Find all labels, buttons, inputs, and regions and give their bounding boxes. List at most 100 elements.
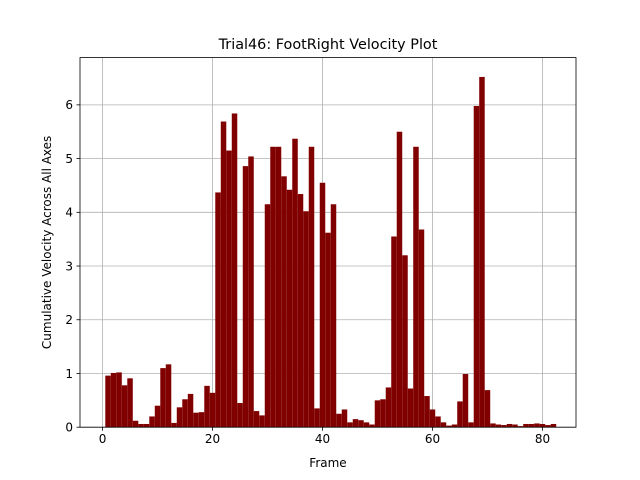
- bar: [523, 423, 529, 428]
- x-tick-label: 80: [535, 432, 550, 446]
- bar: [165, 364, 172, 428]
- y-tick-label: 5: [65, 152, 73, 166]
- bar: [325, 232, 331, 428]
- x-tick-label: 0: [99, 432, 107, 446]
- bar: [396, 131, 403, 428]
- bar: [154, 405, 161, 428]
- bar: [187, 393, 194, 428]
- bar: [231, 113, 238, 428]
- bar: [517, 426, 524, 428]
- bar: [292, 138, 298, 428]
- bar: [138, 423, 144, 428]
- bar: [171, 422, 177, 428]
- bar: [160, 368, 166, 428]
- y-axis-label: Cumulative Velocity Across All Axes: [40, 136, 54, 349]
- bar: [457, 401, 463, 428]
- bar: [209, 392, 216, 428]
- bar: [374, 400, 381, 428]
- y-tick-label: 6: [65, 98, 73, 112]
- bar: [495, 424, 502, 428]
- bar: [149, 416, 155, 428]
- x-axis-label: Frame: [309, 456, 346, 470]
- bar: [501, 425, 507, 428]
- x-tick-label: 40: [315, 432, 330, 446]
- bar: [512, 424, 518, 428]
- bar: [182, 399, 188, 428]
- bar: [110, 372, 117, 428]
- bar: [314, 408, 320, 428]
- bar: [264, 204, 271, 428]
- bar: [473, 105, 480, 428]
- y-tick-label: 3: [65, 259, 73, 273]
- bar: [127, 378, 133, 428]
- bar: [402, 255, 408, 428]
- bar: [259, 415, 265, 428]
- x-tick-label: 60: [425, 432, 440, 446]
- bar: [176, 407, 183, 428]
- bar: [352, 419, 359, 428]
- bar: [116, 372, 122, 428]
- bar: [347, 422, 353, 428]
- plot-frame: [79, 57, 577, 428]
- y-tick-label: 0: [65, 421, 73, 435]
- bar: [330, 204, 337, 428]
- bar: [242, 166, 249, 428]
- bar: [539, 423, 546, 428]
- chart-title: Trial46: FootRight Velocity Plot: [218, 37, 438, 53]
- bar: [391, 236, 397, 428]
- bar: [143, 423, 150, 428]
- bar: [319, 182, 326, 428]
- bar: [490, 423, 496, 428]
- bar: [281, 176, 287, 428]
- bar: [446, 425, 452, 428]
- bar: [363, 422, 370, 428]
- bar: [550, 423, 557, 428]
- bar: [506, 423, 513, 428]
- bar: [237, 403, 243, 428]
- bars: [105, 76, 557, 428]
- bar: [270, 146, 276, 428]
- bar: [418, 229, 425, 428]
- bar: [435, 416, 441, 428]
- bar: [358, 420, 364, 428]
- y-tick-label: 4: [65, 206, 73, 220]
- bar: [462, 374, 469, 428]
- bar: [484, 390, 491, 428]
- bar: [341, 409, 348, 428]
- bar: [534, 423, 540, 428]
- x-tick-label: 20: [205, 432, 220, 446]
- bar: [369, 424, 375, 428]
- bar: [204, 385, 210, 428]
- bar: [528, 423, 535, 428]
- bar: [297, 194, 304, 428]
- bar: [479, 76, 485, 428]
- bar: [440, 422, 447, 428]
- bar: [303, 211, 309, 428]
- y-tick-label: 2: [65, 313, 73, 327]
- bar: [413, 146, 419, 428]
- bar: [385, 387, 392, 428]
- bar: [226, 150, 232, 428]
- bar: [380, 399, 386, 428]
- bar: [468, 422, 474, 428]
- bar: [193, 412, 199, 428]
- bar: [253, 411, 260, 428]
- bar: [308, 146, 315, 428]
- bar: [198, 412, 205, 428]
- bar: [121, 385, 128, 428]
- bar: [407, 388, 414, 428]
- bar: [286, 189, 293, 428]
- bar: [429, 409, 436, 428]
- ticks: 0 20 40 60 80 0 1 2 3 4 5 6: [65, 98, 550, 446]
- y-tick-label: 1: [65, 367, 73, 381]
- bar: [215, 192, 221, 428]
- bar: [336, 413, 342, 428]
- bar: [451, 424, 458, 428]
- bar: [424, 396, 430, 428]
- bar: [220, 121, 227, 428]
- bar: [275, 146, 282, 428]
- bar: [248, 156, 254, 428]
- bar: [545, 425, 551, 428]
- bar: [105, 375, 111, 428]
